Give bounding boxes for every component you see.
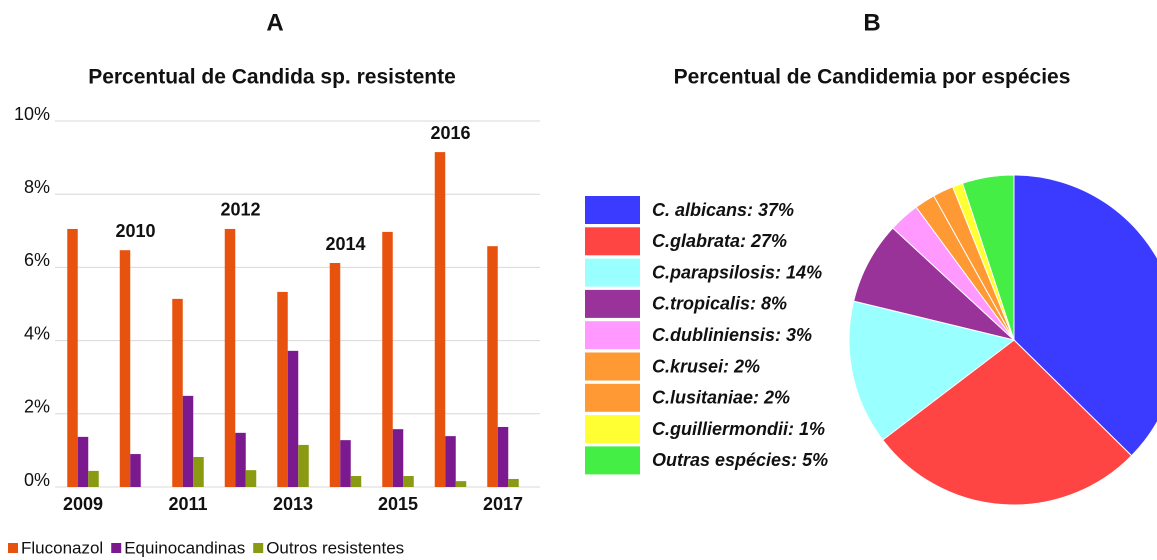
x-tick-label: 2012 [220, 200, 260, 220]
bar [67, 228, 78, 487]
legend-swatch [8, 543, 18, 553]
bar [277, 291, 288, 487]
legend-label: Outros resistentes [266, 538, 404, 557]
legend-label: C.guilliermondii: 1% [652, 419, 825, 439]
chart-title: Percentual de Candidemia por espécies [674, 66, 1071, 89]
y-tick-label: 2% [24, 397, 50, 417]
legend-swatch [585, 227, 640, 256]
panel-label: A [266, 9, 283, 36]
bar [403, 476, 414, 487]
bar [88, 470, 99, 487]
bar [77, 436, 89, 487]
y-tick-label: 10% [14, 104, 50, 124]
x-tick-label: 2015 [378, 494, 418, 514]
bar [329, 263, 341, 487]
legend-label: Fluconazol [21, 538, 103, 557]
bar [434, 152, 446, 488]
legend-label: Outras espécies: 5% [652, 450, 828, 470]
bar [245, 470, 257, 487]
bar [287, 350, 299, 487]
bar [340, 440, 351, 487]
legend-swatch [585, 415, 640, 444]
x-tick-label: 2009 [63, 494, 103, 514]
legend-label: C. albicans: 37% [652, 200, 794, 220]
legend-swatch [253, 543, 264, 553]
pie-slice [1013, 174, 1157, 457]
x-tick-label: 2010 [115, 221, 155, 241]
bar [445, 436, 456, 487]
x-tick-label: 2014 [325, 234, 365, 254]
legend-label: Equinocandinas [124, 538, 245, 557]
y-tick-label: 0% [24, 470, 50, 490]
legend-swatch [585, 289, 640, 318]
legend-label: C.parapsilosis: 14% [652, 262, 822, 282]
y-tick-label: 8% [24, 177, 50, 197]
chart-title: Percentual de Candida sp. resistente [88, 66, 456, 89]
bar [298, 444, 309, 487]
bar [455, 481, 467, 487]
y-tick-label: 6% [24, 250, 50, 270]
bar [350, 476, 362, 487]
bar [119, 250, 131, 487]
bar [382, 231, 393, 487]
bar [487, 246, 498, 487]
legend-label: C.dubliniensis: 3% [652, 325, 812, 345]
x-tick-label: 2011 [168, 494, 207, 514]
bar [172, 298, 183, 487]
bar [235, 432, 246, 487]
pie-slice [881, 339, 1133, 506]
bar [497, 426, 509, 487]
bar [130, 454, 141, 487]
x-tick-label: 2017 [483, 494, 523, 514]
legend-label: C.lusitaniae: 2% [652, 388, 790, 408]
panel-label: B [863, 9, 880, 36]
pie-slice [961, 174, 1015, 341]
legend-swatch [585, 352, 640, 381]
legend-swatch [585, 196, 640, 224]
legend-label: C.krusei: 2% [652, 356, 760, 376]
y-tick-label: 4% [24, 323, 50, 343]
x-tick-label: 2016 [430, 123, 470, 143]
legend-swatch [585, 446, 640, 475]
bar [182, 395, 194, 487]
legend-label: C.tropicalis: 8% [652, 294, 787, 314]
bar [508, 478, 519, 487]
bar [193, 456, 204, 487]
legend-label: C.glabrata: 27% [652, 231, 787, 251]
bar [224, 228, 236, 487]
legend-swatch [111, 543, 122, 553]
legend-swatch [585, 321, 640, 350]
legend-swatch [585, 258, 640, 287]
x-tick-label: 2013 [273, 494, 313, 514]
legend-swatch [585, 383, 640, 412]
bar [392, 429, 404, 487]
pie-slice [848, 300, 1016, 441]
